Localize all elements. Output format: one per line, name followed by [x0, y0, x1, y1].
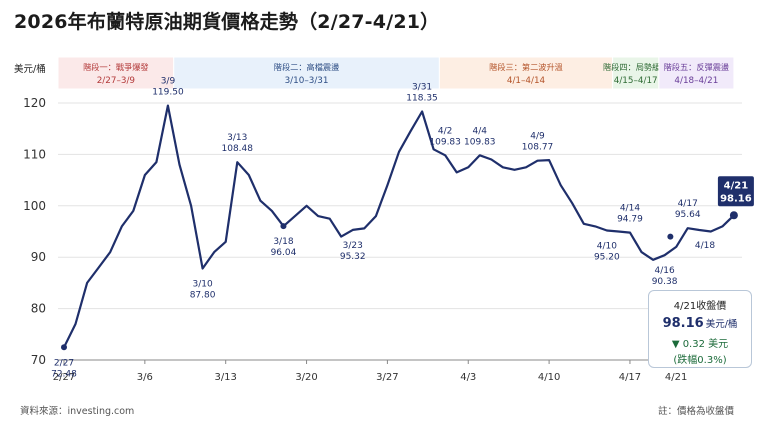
annotation-value-5: 95.32	[340, 252, 366, 262]
x-tick-3/27: 3/27	[376, 372, 398, 383]
annotation-value-11: 94.79	[617, 215, 643, 225]
callout-date: 4/21	[724, 180, 749, 191]
annotation-value-7: 109.83	[429, 137, 461, 147]
annotation-date-4: 3/18	[273, 237, 293, 247]
annotation-date-11: 4/14	[620, 204, 640, 214]
stage-name-1: 階段一：戰爭爆發	[83, 62, 149, 72]
closing-price-summary: 4/21收盤價 98.16 美元/桶 ▼ 0.32 美元 (跌幅0.3%)	[648, 290, 752, 368]
annotation-date-0: 2/27	[54, 358, 74, 368]
annotation-value-0: 72.48	[51, 369, 77, 379]
data-point-marker-2	[667, 233, 674, 240]
summary-unit: 美元/桶	[705, 319, 738, 330]
annotation-date-2: 3/10	[192, 280, 212, 290]
summary-percent: (跌幅0.3%)	[673, 355, 727, 366]
chart-title: 2026年布蘭特原油期貨價格走勢（2/27-4/21）	[14, 11, 440, 33]
y-tick-80: 80	[31, 302, 46, 316]
annotation-date-7: 4/2	[438, 126, 452, 136]
annotation-value-3: 108.48	[222, 144, 254, 154]
series-line-0	[62, 104, 735, 349]
stage-range-5: 4/18–4/21	[674, 76, 718, 86]
annotation-value-8: 109.83	[464, 137, 496, 147]
stage-name-5: 階段五：反彈震盪	[664, 62, 730, 72]
source-note: 資料來源：investing.com	[20, 406, 135, 417]
annotation-date-12: 4/16	[654, 266, 674, 276]
summary-price-row: 98.16 美元/桶	[649, 316, 751, 331]
stage-range-4: 4/15–4/17	[614, 76, 658, 86]
annotation-date-6: 3/31	[412, 82, 432, 92]
annotation-value-4: 96.04	[271, 248, 297, 258]
stage-range-3: 4/1–4/14	[507, 76, 546, 86]
y-tick-70: 70	[31, 353, 46, 367]
x-tick-2/27: 2/27	[53, 372, 75, 383]
annotation-date-9: 4/9	[530, 132, 545, 142]
annotation-value-9: 108.77	[522, 143, 554, 153]
y-tick-100: 100	[23, 199, 46, 213]
annotation-date-5: 3/23	[343, 241, 363, 251]
y-tick-90: 90	[31, 250, 46, 264]
stage-name-2: 階段二：高檔震盪	[274, 62, 340, 72]
annotation-value-6: 118.35	[406, 93, 438, 103]
y-axis-label: 美元/桶	[14, 63, 46, 75]
price-note: 註：價格為收盤價	[657, 406, 734, 417]
x-tick-3/20: 3/20	[295, 372, 317, 383]
stage-range-2: 3/10–3/31	[285, 76, 329, 86]
annotation-date-1: 3/9	[161, 77, 176, 87]
annotation-value-10: 95.20	[594, 252, 620, 262]
x-tick-4/21: 4/21	[665, 372, 687, 383]
data-point-marker-3	[729, 211, 738, 220]
data-point-marker-0	[61, 344, 67, 351]
summary-change: ▼ 0.32 美元	[671, 339, 729, 350]
annotation-date-14: 4/18	[695, 241, 715, 251]
x-tick-4/10: 4/10	[538, 372, 560, 383]
data-point-marker-1	[280, 223, 287, 230]
stage-band-5	[658, 56, 735, 90]
annotation-value-1: 119.50	[152, 88, 184, 98]
annotation-value-13: 95.64	[675, 210, 701, 220]
annotation-date-10: 4/10	[597, 241, 617, 251]
callout-value: 98.16	[720, 193, 752, 204]
x-tick-4/3: 4/3	[460, 372, 476, 383]
x-tick-4/17: 4/17	[619, 372, 641, 383]
annotation-date-13: 4/17	[678, 199, 698, 209]
stage-name-4: 階段四：局勢緩和	[603, 62, 669, 72]
stage-name-3: 階段三：第二波升溫	[489, 62, 563, 72]
y-tick-120: 120	[23, 96, 46, 110]
annotation-date-3: 3/13	[227, 133, 247, 143]
summary-title: 4/21收盤價	[673, 301, 727, 312]
annotation-value-12: 90.38	[652, 277, 678, 287]
x-tick-3/6: 3/6	[137, 372, 153, 383]
annotation-date-8: 4/4	[473, 126, 488, 136]
annotation-value-2: 87.80	[190, 291, 216, 301]
y-tick-110: 110	[23, 147, 46, 161]
x-tick-3/13: 3/13	[214, 372, 236, 383]
callout-box	[717, 176, 754, 207]
stage-range-1: 2/27–3/9	[97, 76, 135, 86]
stage-band-2	[173, 56, 440, 90]
summary-price: 98.16	[662, 316, 704, 331]
